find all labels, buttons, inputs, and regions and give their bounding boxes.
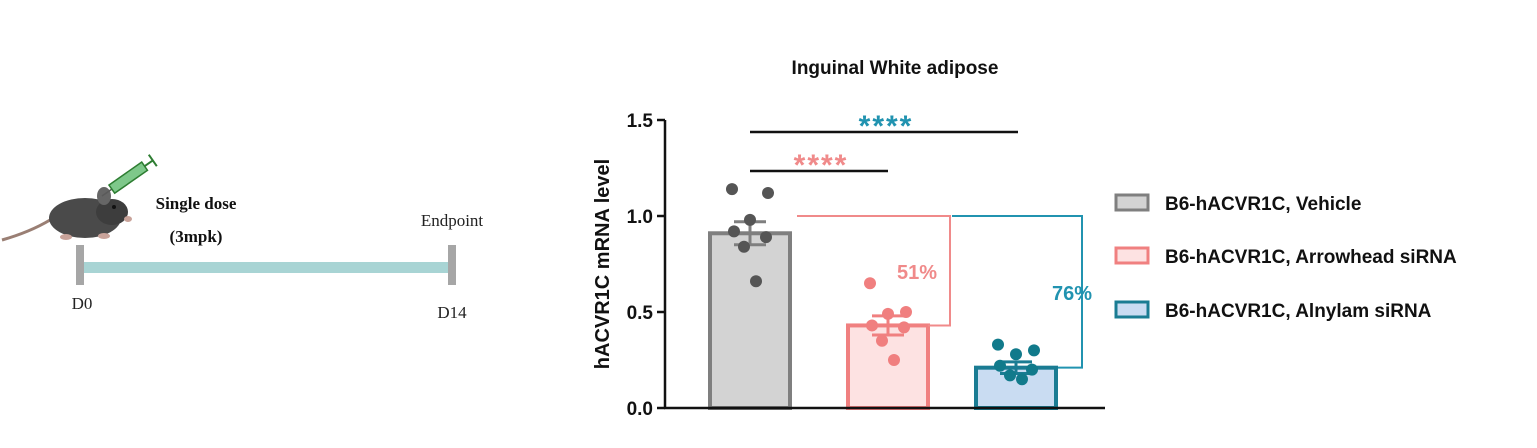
legend-swatch-3 (1114, 300, 1150, 319)
data-point-1-6 (738, 240, 750, 253)
bars-layer (708, 231, 1058, 410)
start-day-label: D0 (72, 294, 93, 313)
legend-label-2: B6-hACVR1C, Arrowhead siRNA (1165, 247, 1457, 268)
y-tick-label-2: 0.5 (627, 303, 654, 324)
data-point-3-7 (1016, 373, 1028, 386)
schematic: Single dose (3mpk) Endpoint D0 D14 (1, 154, 484, 322)
endpoint-label: Endpoint (421, 211, 484, 230)
reduction-bracket-2 (952, 215, 1083, 369)
data-point-3-1 (992, 338, 1004, 351)
reduction-label-1: 51% (897, 262, 937, 284)
y-tick-label-4: 1.5 (627, 111, 654, 132)
data-point-1-1 (726, 183, 738, 196)
legend-swatch-2 (1114, 246, 1150, 265)
reduction-bracket-1 (797, 215, 951, 327)
data-point-2-6 (876, 334, 888, 347)
significance-brackets: **** **** (750, 110, 1018, 182)
data-point-2-5 (898, 321, 910, 334)
legend-label-1: B6-hACVR1C, Vehicle (1165, 194, 1361, 215)
significance-stars-2: **** (859, 110, 914, 143)
legend-label-3: B6-hACVR1C, Alnylam siRNA (1165, 301, 1432, 322)
data-point-3-6 (1004, 369, 1016, 382)
data-points (726, 183, 1040, 386)
data-point-3-4 (994, 359, 1006, 372)
timeline-start-tick (76, 245, 84, 285)
chart-title: Inguinal White adipose (792, 58, 999, 79)
y-axis-label: hACVR1C mRNA level (592, 159, 614, 369)
data-point-1-4 (728, 225, 740, 238)
data-point-1-2 (762, 186, 774, 199)
reduction-brackets: 51% 76% (797, 215, 1092, 369)
data-point-2-7 (888, 354, 900, 366)
data-point-2-4 (866, 319, 878, 332)
legend: B6-hACVR1C, Vehicle B6-hACVR1C, Arrowhead… (1114, 193, 1457, 322)
bar-2 (846, 323, 930, 410)
data-point-3-3 (1010, 348, 1022, 361)
mouse-icon (1, 187, 132, 242)
dose-label-line1: Single dose (156, 194, 237, 213)
axes: 0.0 0.5 1.0 1.5 (627, 111, 1105, 420)
data-point-1-3 (744, 213, 756, 226)
legend-swatch-1 (1114, 193, 1150, 212)
data-point-2-1 (864, 277, 876, 290)
data-point-3-2 (1028, 344, 1040, 357)
data-point-1-5 (760, 231, 772, 244)
y-tick-label-1: 0.0 (627, 399, 653, 420)
significance-stars-1: **** (794, 149, 849, 182)
reduction-label-2: 76% (1052, 283, 1092, 305)
bar-chart: Inguinal White adipose hACVR1C mRNA leve… (592, 58, 1105, 420)
timeline-bar (82, 262, 452, 273)
end-day-label: D14 (437, 303, 467, 322)
data-point-2-3 (882, 307, 894, 320)
dose-label-line2: (3mpk) (170, 227, 223, 246)
timeline-end-tick (448, 245, 456, 285)
y-tick-label-3: 1.0 (627, 207, 653, 228)
bar-1 (708, 231, 792, 410)
syringe-icon (101, 154, 158, 197)
data-point-2-2 (900, 306, 912, 318)
data-point-1-7 (750, 275, 762, 288)
data-point-3-5 (1026, 363, 1038, 376)
